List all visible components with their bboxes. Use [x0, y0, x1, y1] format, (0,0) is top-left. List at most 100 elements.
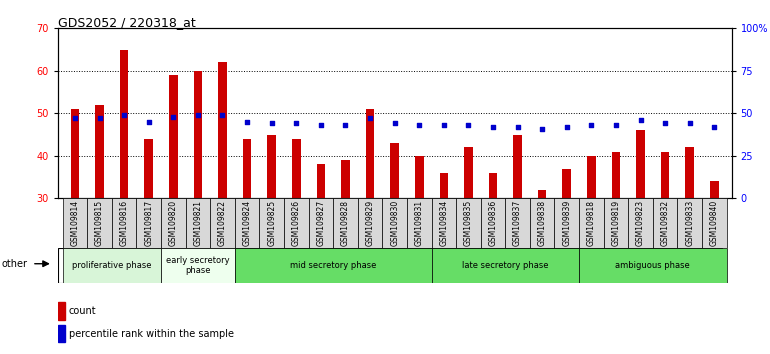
Text: GSM109822: GSM109822	[218, 200, 227, 246]
Text: GDS2052 / 220318_at: GDS2052 / 220318_at	[58, 16, 196, 29]
Bar	[440, 173, 448, 198]
Bar	[702, 198, 727, 248]
Bar	[407, 198, 431, 248]
Bar	[604, 198, 628, 248]
Text: GSM109817: GSM109817	[144, 200, 153, 246]
Point	[536, 126, 548, 131]
Text: late secretory phase: late secretory phase	[462, 261, 548, 270]
Text: GSM109820: GSM109820	[169, 200, 178, 246]
Bar	[514, 135, 522, 198]
Bar	[309, 198, 333, 248]
Text: GSM109837: GSM109837	[513, 200, 522, 246]
Bar	[562, 169, 571, 198]
Bar	[358, 198, 383, 248]
Bar	[579, 248, 727, 283]
Bar	[710, 181, 718, 198]
Bar	[71, 109, 79, 198]
Bar	[611, 152, 620, 198]
Text: percentile rank within the sample: percentile rank within the sample	[69, 329, 233, 338]
Text: GSM109833: GSM109833	[685, 200, 695, 246]
Text: GSM109827: GSM109827	[316, 200, 326, 246]
Point	[118, 112, 130, 118]
Bar	[685, 147, 694, 198]
Bar	[316, 164, 325, 198]
Point	[610, 122, 622, 128]
Text: GSM109840: GSM109840	[710, 200, 718, 246]
Point	[142, 119, 155, 125]
Bar	[579, 198, 604, 248]
Text: GSM109825: GSM109825	[267, 200, 276, 246]
Bar	[456, 198, 480, 248]
Text: mid secretory phase: mid secretory phase	[290, 261, 377, 270]
Text: GSM109829: GSM109829	[366, 200, 374, 246]
Point	[708, 124, 721, 130]
Bar	[243, 139, 251, 198]
Bar	[653, 198, 678, 248]
Text: GSM109824: GSM109824	[243, 200, 252, 246]
Bar	[505, 198, 530, 248]
Text: GSM109816: GSM109816	[119, 200, 129, 246]
Bar	[87, 198, 112, 248]
Text: proliferative phase: proliferative phase	[72, 261, 152, 270]
Bar	[210, 198, 235, 248]
Point	[561, 124, 573, 130]
Bar	[267, 135, 276, 198]
Bar	[193, 71, 203, 198]
Text: early secretory
phase: early secretory phase	[166, 256, 229, 275]
Text: GSM109836: GSM109836	[488, 200, 497, 246]
Point	[364, 115, 377, 121]
Bar	[58, 325, 65, 342]
Bar	[112, 198, 136, 248]
Point	[241, 119, 253, 125]
Text: GSM109823: GSM109823	[636, 200, 645, 246]
Bar	[390, 143, 399, 198]
Text: GSM109838: GSM109838	[537, 200, 547, 246]
Text: GSM109839: GSM109839	[562, 200, 571, 246]
Text: GSM109830: GSM109830	[390, 200, 399, 246]
Text: GSM109832: GSM109832	[661, 200, 670, 246]
Point	[290, 121, 303, 126]
Bar	[333, 198, 358, 248]
Text: GSM109821: GSM109821	[193, 200, 203, 246]
Text: GSM109831: GSM109831	[415, 200, 424, 246]
Bar	[538, 190, 547, 198]
Point	[659, 121, 671, 126]
Text: GSM109835: GSM109835	[464, 200, 473, 246]
Text: ambiguous phase: ambiguous phase	[615, 261, 690, 270]
Bar	[431, 198, 456, 248]
Bar	[145, 139, 153, 198]
Text: GSM109834: GSM109834	[440, 200, 448, 246]
Point	[634, 117, 647, 123]
Bar	[661, 152, 669, 198]
Point	[315, 122, 327, 128]
Text: GSM109826: GSM109826	[292, 200, 301, 246]
Point	[167, 114, 179, 120]
Bar	[62, 198, 87, 248]
Bar	[636, 130, 644, 198]
Point	[340, 122, 352, 128]
Point	[413, 122, 425, 128]
Point	[511, 124, 524, 130]
Point	[388, 121, 400, 126]
Point	[216, 112, 229, 118]
Bar	[169, 75, 178, 198]
Text: GSM109828: GSM109828	[341, 200, 350, 246]
Text: other: other	[2, 259, 28, 269]
Text: GSM109818: GSM109818	[587, 200, 596, 246]
Bar	[161, 248, 235, 283]
Text: GSM109819: GSM109819	[611, 200, 621, 246]
Point	[192, 112, 204, 118]
Bar	[259, 198, 284, 248]
Bar	[366, 109, 374, 198]
Bar	[218, 62, 227, 198]
Bar	[587, 156, 596, 198]
Bar	[628, 198, 653, 248]
Text: GSM109815: GSM109815	[95, 200, 104, 246]
Bar	[530, 198, 554, 248]
Bar	[284, 198, 309, 248]
Text: count: count	[69, 306, 96, 316]
Bar	[480, 198, 505, 248]
Bar	[58, 302, 65, 320]
Bar	[678, 198, 702, 248]
Point	[93, 115, 105, 121]
